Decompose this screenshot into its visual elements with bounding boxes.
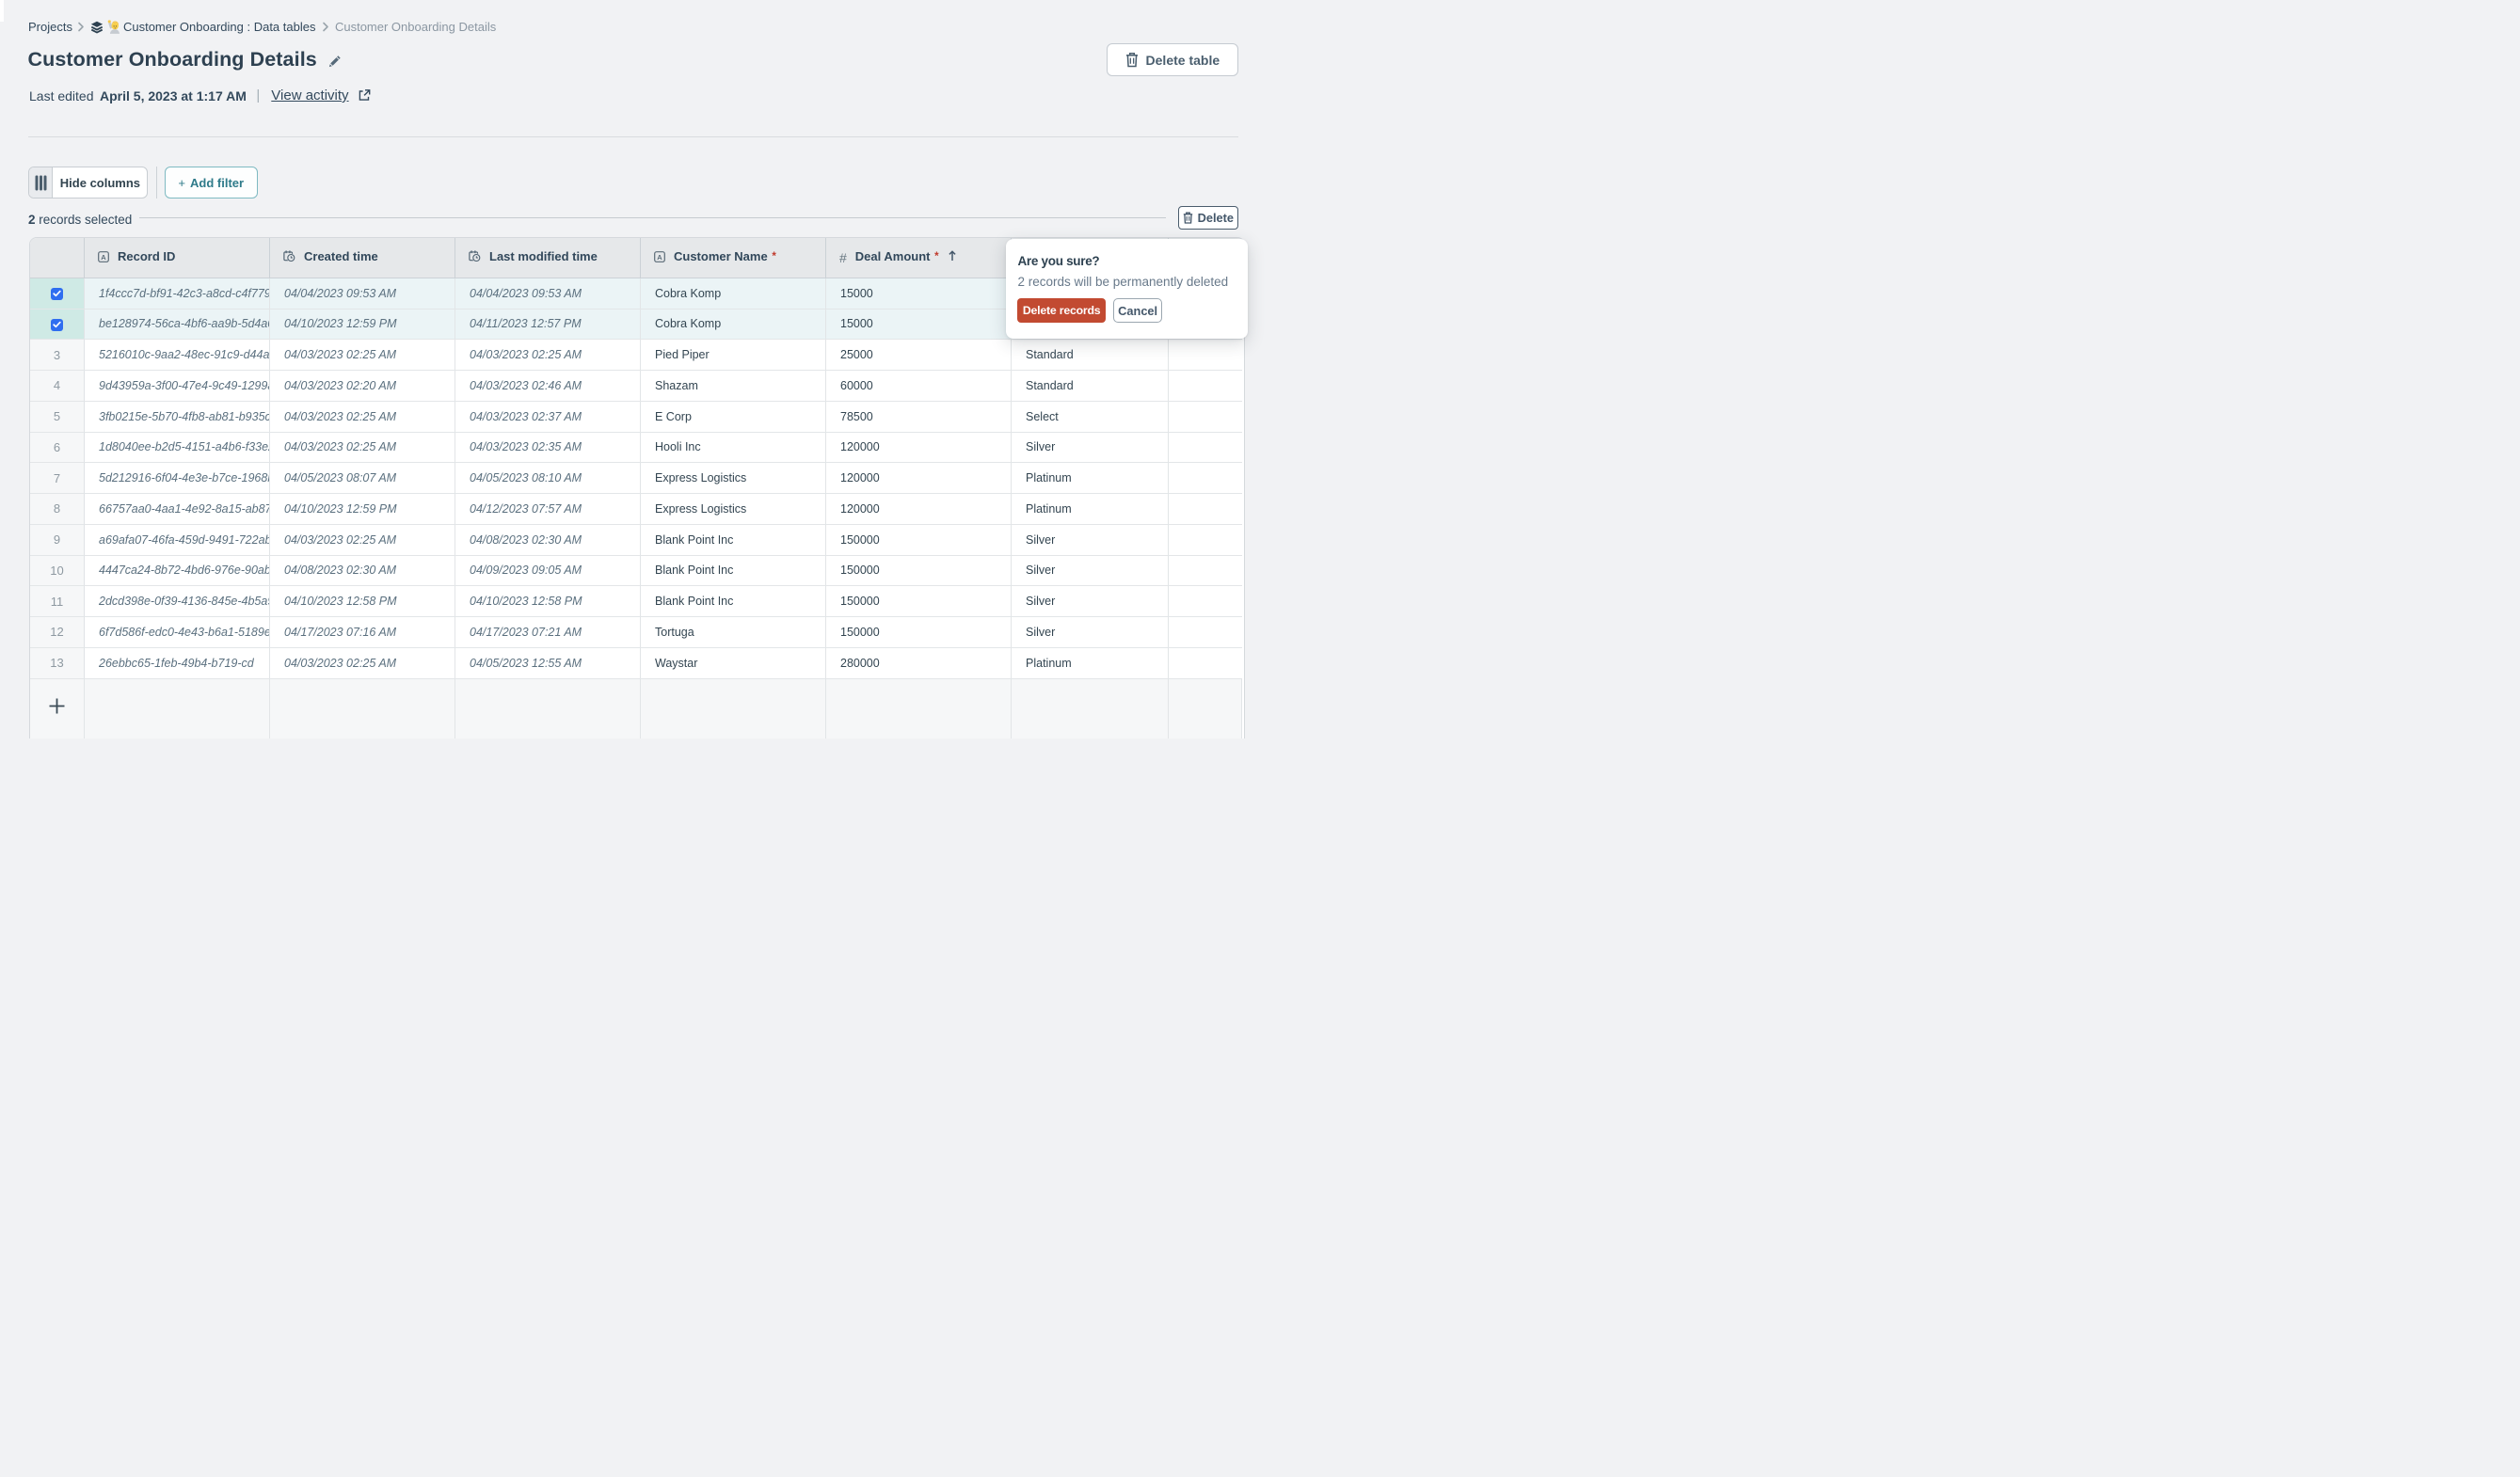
svg-text:A: A [101,253,106,262]
svg-text:A: A [657,253,662,262]
